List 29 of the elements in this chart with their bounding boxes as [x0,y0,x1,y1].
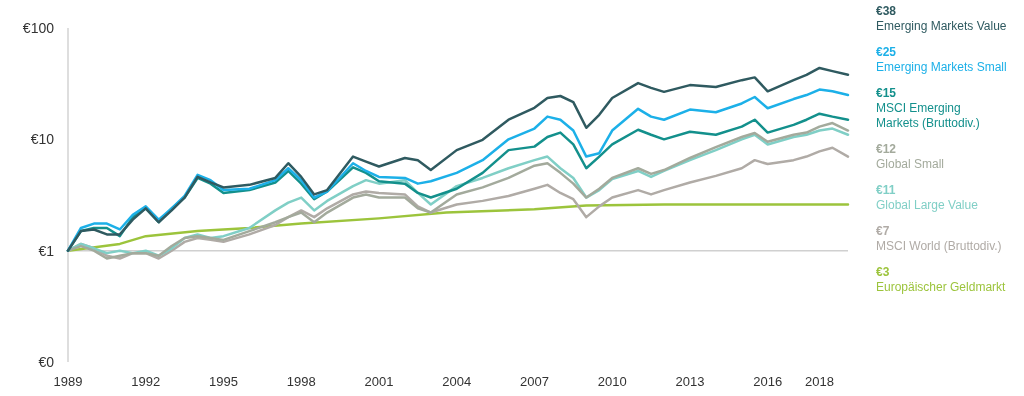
y-tick-label: €1 [38,242,55,259]
text: Europäischer Geldmarkt [876,280,1007,294]
text: Global Large Value [876,198,979,212]
text: MSCI World (Bruttodiv.) [876,239,1002,253]
text: €7 [876,224,890,238]
y-tick-label: €10 [30,131,55,148]
y-tick-label: €0 [38,353,55,370]
x-tick-label: 1989 [53,373,83,389]
text: €11 [876,183,896,197]
text: €38 [876,4,897,18]
x-tick-label: 2013 [675,373,705,389]
text: €3 [876,265,890,279]
x-tick-label: 2007 [519,373,549,389]
x-tick-label: 2016 [753,373,783,389]
text: Emerging Markets Value [876,19,1007,33]
text: Emerging Markets Small [876,60,1007,74]
y-tick-label: €100 [22,19,55,36]
text: €15 [876,86,897,100]
x-tick-label: 2004 [442,373,472,389]
text: €12 [876,142,897,156]
x-tick-label: 1995 [209,373,238,389]
x-tick-label: 2010 [597,373,627,389]
text: MSCI Emerging Markets (Bruttodiv.) [876,101,980,130]
x-tick-label: 1992 [131,373,161,389]
text: Global Small [876,157,945,171]
text: €25 [876,45,897,59]
x-tick-label: 2018 [805,373,834,389]
x-tick-label: 2001 [364,373,394,389]
x-tick-label: 1998 [286,373,316,389]
